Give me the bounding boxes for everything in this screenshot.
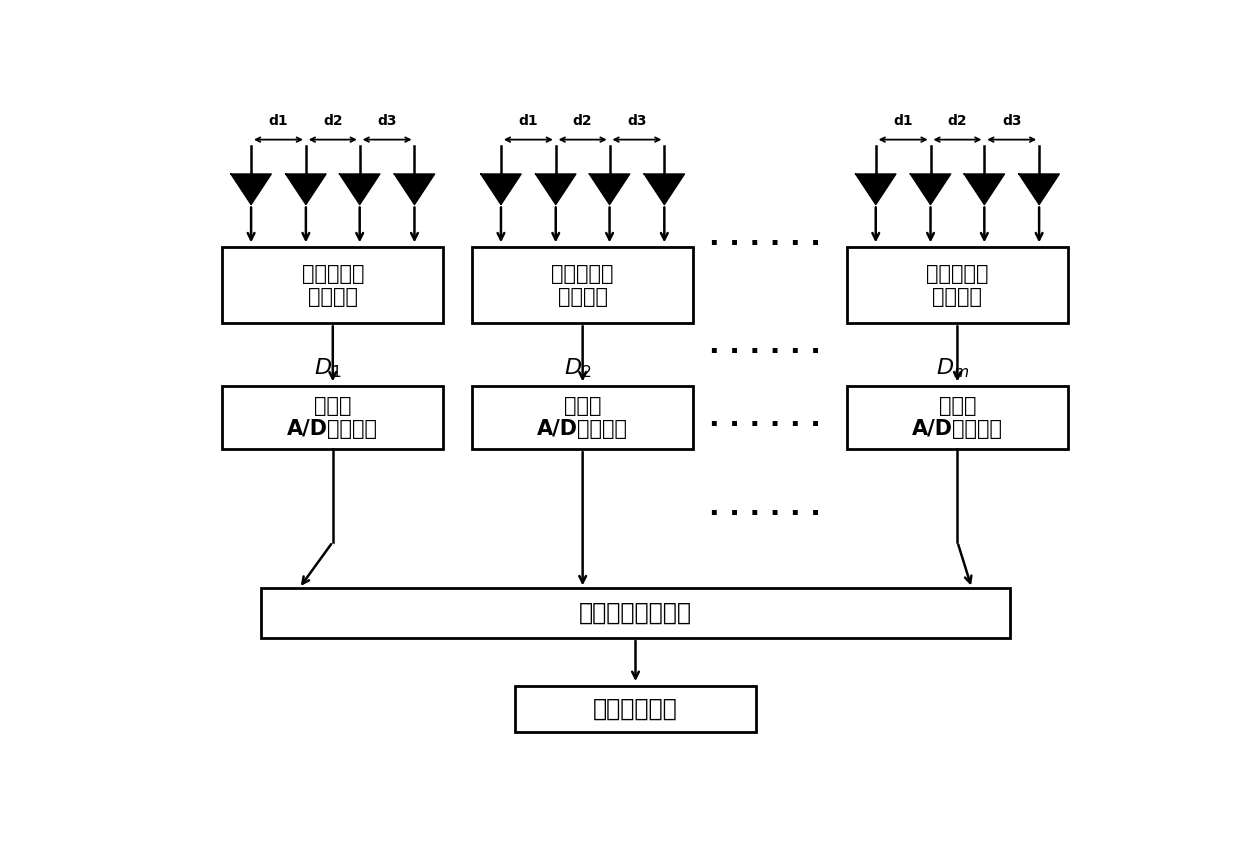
- Text: d2: d2: [322, 114, 342, 128]
- Polygon shape: [340, 174, 379, 205]
- Text: d3: d3: [377, 114, 397, 128]
- Bar: [222, 386, 444, 449]
- Text: . . . . . .: . . . . . .: [709, 403, 821, 432]
- Text: d1: d1: [269, 114, 289, 128]
- Text: 模拟多波束
形成网络: 模拟多波束 形成网络: [926, 264, 988, 307]
- Polygon shape: [285, 174, 326, 205]
- Polygon shape: [231, 174, 272, 205]
- Text: 模拟多波束
形成网络: 模拟多波束 形成网络: [301, 264, 365, 307]
- Text: d2: d2: [573, 114, 593, 128]
- Text: d3: d3: [1002, 114, 1022, 128]
- Bar: [516, 686, 755, 733]
- Text: $D_{2}$: $D_{2}$: [564, 356, 591, 380]
- Text: 数字波束形成网络: 数字波束形成网络: [579, 601, 692, 625]
- Polygon shape: [856, 174, 897, 205]
- Text: 总阵波束输出: 总阵波束输出: [593, 697, 678, 722]
- Text: $D_{1}$: $D_{1}$: [314, 356, 342, 380]
- Polygon shape: [536, 174, 575, 205]
- Text: $D_{m}$: $D_{m}$: [936, 356, 970, 380]
- Bar: [847, 247, 1068, 323]
- Text: . . . . . .: . . . . . .: [709, 224, 821, 251]
- Polygon shape: [1019, 174, 1059, 205]
- Polygon shape: [589, 174, 630, 205]
- Bar: [472, 247, 693, 323]
- Polygon shape: [481, 174, 521, 205]
- Text: d1: d1: [893, 114, 913, 128]
- Text: 下变频
A/D采样通道: 下变频 A/D采样通道: [537, 396, 629, 439]
- Text: 下变频
A/D采样通道: 下变频 A/D采样通道: [911, 396, 1003, 439]
- Polygon shape: [910, 174, 951, 205]
- Bar: [260, 588, 1011, 638]
- Bar: [222, 247, 444, 323]
- Text: . . . . . .: . . . . . .: [709, 331, 821, 359]
- Polygon shape: [965, 174, 1004, 205]
- Text: d1: d1: [518, 114, 538, 128]
- Bar: [847, 386, 1068, 449]
- Text: 模拟多波束
形成网络: 模拟多波束 形成网络: [552, 264, 614, 307]
- Bar: [472, 386, 693, 449]
- Text: d3: d3: [627, 114, 647, 128]
- Text: d2: d2: [947, 114, 967, 128]
- Polygon shape: [394, 174, 435, 205]
- Text: . . . . . .: . . . . . .: [709, 493, 821, 521]
- Text: 下变频
A/D采样通道: 下变频 A/D采样通道: [288, 396, 378, 439]
- Polygon shape: [644, 174, 684, 205]
